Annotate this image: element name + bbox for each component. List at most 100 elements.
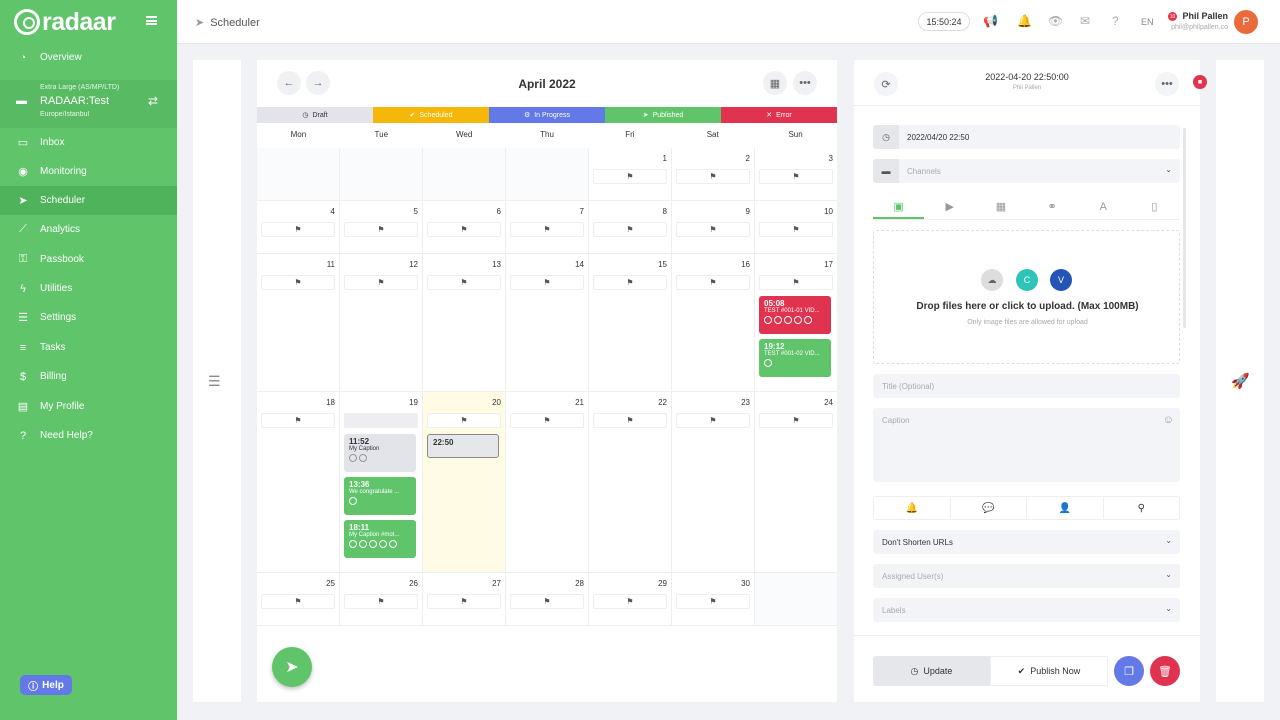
calendar-day-9[interactable]: 9 ⚑: [672, 201, 755, 253]
sidebar-item-analytics[interactable]: ⟋ Analytics: [0, 215, 177, 244]
flag-icon[interactable]: ⚑: [676, 413, 750, 428]
cloud-upload-icon[interactable]: ☁: [981, 269, 1003, 291]
calendar-day-12[interactable]: 12 ⚑: [340, 254, 423, 391]
calendar-day-20[interactable]: 20 ⚑ 22:50: [423, 392, 506, 572]
publish-now-button[interactable]: ✔ Publish Now: [990, 656, 1108, 686]
flag-icon[interactable]: ⚑: [593, 594, 667, 609]
calendar-day-25[interactable]: 25 ⚑: [257, 573, 340, 625]
language-selector[interactable]: EN: [1141, 17, 1154, 27]
calendar-day-22[interactable]: 22 ⚑: [589, 392, 672, 572]
user-name[interactable]: Phil Pallen: [1182, 11, 1228, 21]
calendar-picker-button[interactable]: ▦: [763, 71, 787, 95]
flag-icon[interactable]: ⚑: [510, 222, 584, 237]
sidebar-item-billing[interactable]: $ Billing: [0, 362, 177, 391]
flag-icon[interactable]: ⚑: [676, 169, 750, 184]
caption-input[interactable]: Caption ☺: [873, 408, 1180, 482]
sidebar-item-utilities[interactable]: ϟ Utilities: [0, 274, 177, 303]
account-switcher[interactable]: ▬ Extra Large (AS/MP/LTD) RADAAR:Test Europ…: [0, 80, 177, 128]
eye-icon[interactable]: 👁: [1048, 14, 1064, 28]
scheduled-post[interactable]: 11:52 My Caption: [344, 434, 416, 472]
sidebar-item-monitoring[interactable]: ◉ Monitoring: [0, 157, 177, 186]
calendar-day-8[interactable]: 8 ⚑: [589, 201, 672, 253]
sidebar-item-tasks[interactable]: ≡ Tasks: [0, 333, 177, 362]
flag-icon[interactable]: ⚑: [676, 222, 750, 237]
calendar-day-4[interactable]: 4 ⚑: [257, 201, 340, 253]
menu-toggle-icon[interactable]: [146, 16, 157, 25]
scheduled-post[interactable]: 13:36 We congratulate ...: [344, 477, 416, 515]
question-icon[interactable]: ?: [1112, 14, 1119, 28]
vista-create-icon[interactable]: V: [1050, 269, 1072, 291]
flag-icon[interactable]: ⚑: [261, 413, 335, 428]
comment-option[interactable]: 💬: [951, 497, 1027, 519]
scheduled-post[interactable]: 22:50: [427, 434, 499, 458]
status-error[interactable]: ✕ Error: [721, 107, 837, 123]
tab-mobile[interactable]: ▯: [1129, 198, 1180, 219]
flag-icon[interactable]: ⚑: [261, 594, 335, 609]
flag-icon[interactable]: ⚑: [676, 275, 750, 290]
calendar-day-15[interactable]: 15 ⚑: [589, 254, 672, 391]
flag-icon[interactable]: ⚑: [593, 222, 667, 237]
title-input[interactable]: Title (Optional): [873, 374, 1180, 398]
calendar-day-5[interactable]: 5 ⚑: [340, 201, 423, 253]
tab-link[interactable]: ⚭: [1027, 198, 1078, 219]
flag-icon[interactable]: ⚑: [510, 275, 584, 290]
sidebar-item-need-help[interactable]: ? Need Help?: [0, 421, 177, 450]
envelope-icon[interactable]: ✉: [1080, 14, 1091, 28]
location-option[interactable]: ⚲: [1104, 497, 1180, 519]
flag-icon[interactable]: ⚑: [427, 413, 501, 428]
bell-icon[interactable]: 🔔: [1017, 14, 1032, 28]
file-dropzone[interactable]: ☁ C V Drop files here or click to upload…: [873, 230, 1180, 364]
calendar-day-16[interactable]: 16 ⚑: [672, 254, 755, 391]
sidebar-item-scheduler[interactable]: ➤ Scheduler: [0, 186, 177, 215]
labels-select[interactable]: Labels ⌄: [873, 598, 1180, 622]
scheduled-post[interactable]: 19:12 TEST #001-02 VID...: [759, 339, 831, 377]
sliders-icon[interactable]: ☰: [208, 373, 221, 389]
tab-video[interactable]: ▶: [924, 198, 975, 219]
calendar-day-17[interactable]: 17 ⚑ 05:08 TEST #001-01 VID... 19:12 TEST #00…: [755, 254, 837, 391]
new-post-button[interactable]: ➤: [272, 647, 312, 687]
assigned-users-select[interactable]: Assigned User(s) ⌄: [873, 564, 1180, 588]
calendar-day-26[interactable]: 26 ⚑: [340, 573, 423, 625]
calendar-day-27[interactable]: 27 ⚑: [423, 573, 506, 625]
calendar-day-14[interactable]: 14 ⚑: [506, 254, 589, 391]
delete-button[interactable]: 🗑: [1150, 656, 1180, 686]
flag-icon[interactable]: ⚑: [759, 275, 833, 290]
flag-icon[interactable]: ⚑: [261, 275, 335, 290]
calendar-day-28[interactable]: 28 ⚑: [506, 573, 589, 625]
calendar-day-13[interactable]: 13 ⚑: [423, 254, 506, 391]
flag-icon[interactable]: ⚑: [759, 169, 833, 184]
calendar-day-1[interactable]: 1 ⚑: [589, 148, 672, 200]
calendar-day-24[interactable]: 24 ⚑: [755, 392, 837, 572]
calendar-day-23[interactable]: 23 ⚑: [672, 392, 755, 572]
emoji-icon[interactable]: ☺: [1162, 414, 1174, 426]
swap-icon[interactable]: ⇄: [148, 94, 159, 108]
flag-icon[interactable]: ⚑: [593, 413, 667, 428]
flag-icon[interactable]: ⚑: [593, 275, 667, 290]
flag-icon[interactable]: ⚑: [344, 222, 418, 237]
calendar-day-10[interactable]: 10 ⚑: [755, 201, 837, 253]
rocket-icon[interactable]: 🚀: [1231, 373, 1250, 390]
date-field[interactable]: ◷ 2022/04/20 22:50: [873, 125, 1180, 149]
channels-select[interactable]: ▬ Channels ⌄: [873, 159, 1180, 183]
status-draft[interactable]: ◷ Draft: [257, 107, 373, 123]
next-month-button[interactable]: →: [306, 71, 330, 95]
flag-icon[interactable]: ⚑: [344, 594, 418, 609]
calendar-day-2[interactable]: 2 ⚑: [672, 148, 755, 200]
tab-text[interactable]: A: [1078, 198, 1129, 219]
close-editor-button[interactable]: ■: [1193, 75, 1207, 89]
tab-image[interactable]: ▣: [873, 198, 925, 219]
flag-icon[interactable]: ⚑: [759, 222, 833, 237]
status-scheduled[interactable]: ✔ Scheduled: [373, 107, 489, 123]
flag-icon[interactable]: ⚑: [593, 169, 667, 184]
megaphone-icon[interactable]: 📢: [983, 14, 998, 28]
calendar-day-18[interactable]: 18 ⚑: [257, 392, 340, 572]
help-button[interactable]: ⓘ Help: [20, 675, 72, 695]
prev-month-button[interactable]: ←: [277, 71, 301, 95]
flag-icon[interactable]: ⚑: [427, 275, 501, 290]
flag-icon[interactable]: ⚑: [344, 275, 418, 290]
calendar-day-6[interactable]: 6 ⚑: [423, 201, 506, 253]
flag-icon[interactable]: ⚑: [427, 222, 501, 237]
editor-scrollbar[interactable]: [1183, 128, 1186, 328]
editor-more-button[interactable]: •••: [1155, 72, 1179, 96]
scheduled-post[interactable]: 05:08 TEST #001-01 VID...: [759, 296, 831, 334]
